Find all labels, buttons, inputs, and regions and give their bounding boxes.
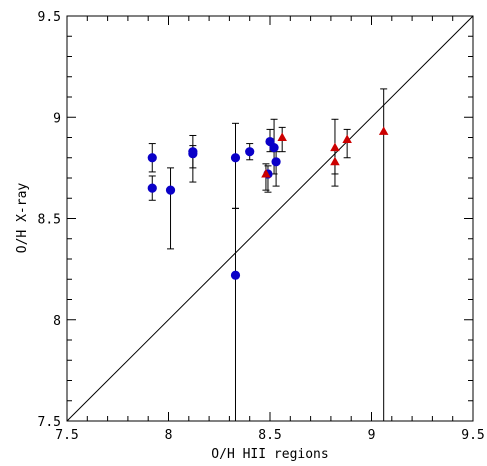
data-point-circle [269, 143, 279, 153]
data-point-triangle [378, 126, 389, 135]
y-tick-label: 9.5 [38, 10, 61, 25]
data-point-circle [245, 147, 255, 157]
y-tick-label: 8 [53, 314, 61, 329]
x-axis-title: O/H HII regions [211, 447, 328, 462]
data-point-circle [230, 270, 241, 280]
data-point-triangle [330, 156, 340, 166]
y-axis-title: O/H X-ray [15, 183, 30, 254]
y-tick-label: 7.5 [38, 415, 61, 430]
y-tick-label: 9 [53, 111, 61, 126]
data-point-circle [165, 185, 176, 195]
data-point-triangle [261, 168, 271, 178]
one-to-one-line [66, 15, 474, 422]
y-tick-label: 8.5 [38, 213, 61, 228]
x-tick-label: 9.5 [461, 428, 484, 443]
data-point-circle [147, 183, 157, 193]
data-point-triangle [330, 142, 340, 152]
data-point-circle [188, 149, 198, 159]
error-bars-layer [148, 88, 388, 421]
x-tick-label: 9 [368, 428, 376, 443]
data-points-layer [147, 126, 389, 280]
tick-labels-layer: 7.5 8 8.5 9 9.5 7.5 8 8.5 9 9.5 [38, 10, 485, 443]
data-point-triangle [277, 132, 287, 141]
data-point-triangle [342, 134, 352, 144]
data-point-circle [147, 153, 157, 163]
x-tick-label: 7.5 [55, 428, 78, 443]
data-point-circle [271, 157, 281, 167]
axis-ticks [67, 16, 473, 421]
one-to-one-line-layer [66, 15, 474, 422]
x-tick-label: 8.5 [258, 428, 281, 443]
data-point-circle [230, 153, 241, 163]
x-tick-label: 8 [165, 428, 173, 443]
